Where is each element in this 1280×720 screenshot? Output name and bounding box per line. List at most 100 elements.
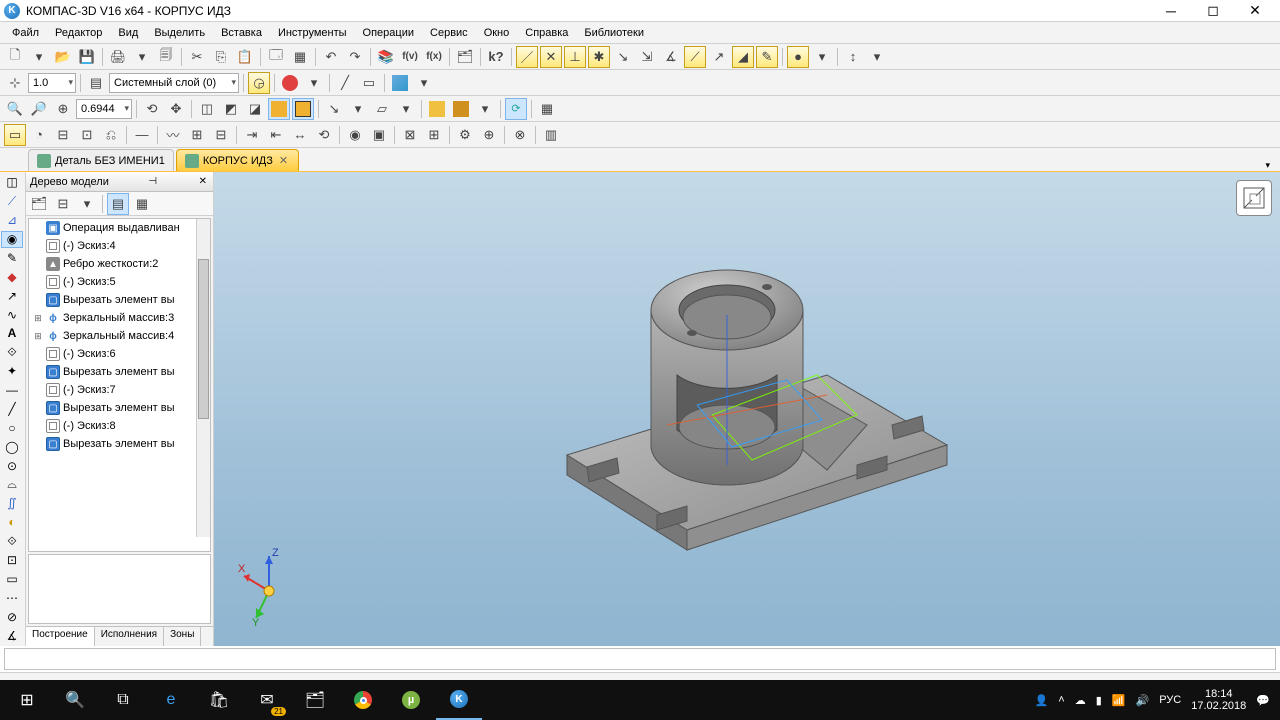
function-button[interactable]: f(x) [423,46,445,68]
ltool-6[interactable]: ◆ [1,268,23,285]
aux-tool-5[interactable]: ↘ [612,46,634,68]
ltool-15[interactable]: ◯ [1,438,23,455]
ltool-8[interactable]: ∿ [1,306,23,323]
minimize-button[interactable]: ─ [1150,0,1192,22]
ltool-2[interactable]: ⟋ [1,193,23,210]
tree-item[interactable]: ▢Вырезать элемент вы [29,399,210,417]
mail-icon[interactable]: ✉21 [244,680,290,720]
tree-tab[interactable]: Построение [26,627,95,646]
orientation-dropdown-icon[interactable]: ▾ [347,98,369,120]
view-hidden-button[interactable]: ◩ [220,98,242,120]
edit-tool-17[interactable]: ⊞ [423,124,445,146]
edit-tool-8[interactable]: ⊞ [186,124,208,146]
tree-tab[interactable]: Зоны [164,627,201,646]
ltool-24[interactable]: ⊘ [1,608,23,625]
refresh-button[interactable]: ⟳ [505,98,527,120]
menu-сервис[interactable]: Сервис [422,25,476,41]
tree-close-icon[interactable]: ✕ [197,176,209,187]
aux-tool-4[interactable]: ✱ [588,46,610,68]
ltool-23[interactable]: ⋯ [1,589,23,606]
aux-tool-7[interactable]: ∡ [660,46,682,68]
tree-item[interactable]: ▢Вырезать элемент вы [29,291,210,309]
layer-icon[interactable]: ▤ [85,72,107,94]
ltool-9[interactable]: A [1,325,23,342]
close-button[interactable]: ✕ [1234,0,1276,22]
pan-button[interactable]: ✥ [165,98,187,120]
aux-dropdown-2-icon[interactable]: ▾ [866,46,888,68]
tree-item[interactable]: ▢Вырезать элемент вы [29,363,210,381]
viewport-3d[interactable]: X Z Y [214,172,1280,646]
tree-item[interactable]: (-) Эскиз:8 [29,417,210,435]
pin-icon[interactable]: ⊣ [146,176,159,187]
edit-tool-15[interactable]: ▣ [368,124,390,146]
aux-tool-1[interactable]: ／ [516,46,538,68]
tray-notifications-icon[interactable]: 💬 [1256,694,1270,707]
ltool-7[interactable]: ↗ [1,287,23,304]
menu-редактор[interactable]: Редактор [47,25,110,41]
aux-tool-6[interactable]: ⇲ [636,46,658,68]
search-button[interactable]: 🔍 [52,680,98,720]
ortho-button[interactable]: ◶ [248,72,270,94]
maximize-button[interactable]: ◻ [1192,0,1234,22]
tray-clock[interactable]: 18:14 17.02.2018 [1191,688,1246,712]
rect-button[interactable]: ▭ [358,72,380,94]
ltool-14[interactable]: ○ [1,419,23,436]
edit-tool-4[interactable]: ⊡ [76,124,98,146]
menu-справка[interactable]: Справка [517,25,576,41]
tray-volume-icon[interactable]: 🔊 [1136,694,1150,707]
ltool-13[interactable]: ╱ [1,401,23,418]
ltool-5[interactable]: ✎ [1,250,23,267]
command-input[interactable] [4,648,1276,670]
view-cube-icon[interactable] [1236,180,1272,216]
edit-tool-10[interactable]: ⇥ [241,124,263,146]
zoom-fit-button[interactable]: 🔍 [4,98,26,120]
ltool-18[interactable]: ∬ [1,495,23,512]
menu-вставка[interactable]: Вставка [213,25,270,41]
aux-tool-11[interactable]: ✎ [756,46,778,68]
edit-tool-14[interactable]: ◉ [344,124,366,146]
tree-expand-icon[interactable]: ⊞ [33,331,43,342]
start-button[interactable]: ⊞ [4,680,50,720]
edit-tool-9[interactable]: ⊟ [210,124,232,146]
chrome-icon[interactable] [340,680,386,720]
perspective-button[interactable]: ▱ [371,98,393,120]
orientation-button[interactable]: ↘ [323,98,345,120]
edit-tool-12[interactable]: ↔ [289,124,311,146]
grid-button[interactable]: ▦ [289,46,311,68]
tray-battery-icon[interactable]: ▮ [1096,694,1102,707]
document-tab[interactable]: Деталь БЕЗ ИМЕНИ1 [28,149,174,171]
menu-операции[interactable]: Операции [355,25,422,41]
aux-tool-8[interactable]: ⟋ [684,46,706,68]
aux-tool-12[interactable]: ● [787,46,809,68]
view-wireframe-button[interactable]: ◫ [196,98,218,120]
edit-tool-11[interactable]: ⇤ [265,124,287,146]
aux-dropdown-icon[interactable]: ▾ [811,46,833,68]
menu-вид[interactable]: Вид [110,25,146,41]
menu-библиотеки[interactable]: Библиотеки [576,25,652,41]
tree-item[interactable]: (-) Эскиз:7 [29,381,210,399]
taskview-button[interactable]: ⧉ [100,680,146,720]
redo-button[interactable]: ↷ [344,46,366,68]
copy-button[interactable]: ⎘ [210,46,232,68]
section2-button[interactable] [450,98,472,120]
snap-step-combo[interactable]: 1.0 [28,73,76,93]
snap-toggle-button[interactable]: ⊹ [4,72,26,94]
properties-button[interactable]: 🗔 [265,46,287,68]
ltool-3[interactable]: ⊿ [1,212,23,229]
tree-btn-4[interactable]: ▤ [107,193,129,215]
color-button[interactable] [279,72,301,94]
tree-item[interactable]: ▲Ребро жесткости:2 [29,255,210,273]
ltool-11[interactable]: ✦ [1,363,23,380]
tab-close-icon[interactable]: ✕ [277,154,290,167]
line-button[interactable]: ╱ [334,72,356,94]
tree-toggle-button[interactable]: 🗂 [454,46,476,68]
ltool-17[interactable]: ⌓ [1,476,23,493]
tree-scrollbar[interactable] [196,219,210,537]
ltool-22[interactable]: ▭ [1,571,23,588]
tree-btn-2[interactable]: ⊟ [52,193,74,215]
cut-button[interactable]: ✂ [186,46,208,68]
simplify-button[interactable]: ▦ [536,98,558,120]
new-button[interactable]: 🗋 [4,46,26,68]
ltool-10[interactable]: ⟐ [1,344,23,361]
plane-dropdown-icon[interactable]: ▾ [413,72,435,94]
